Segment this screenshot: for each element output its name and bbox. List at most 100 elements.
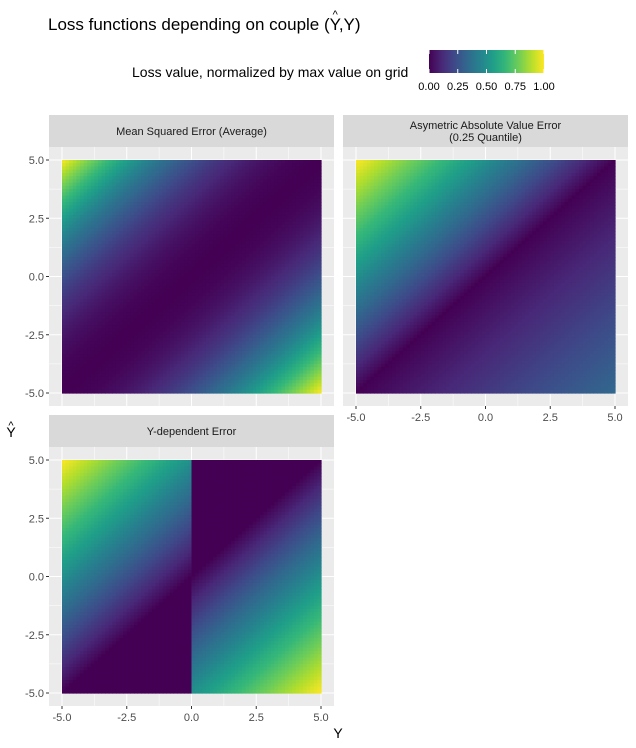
heatmap-cell xyxy=(245,237,250,242)
heatmap-cell xyxy=(155,341,160,346)
heatmap-cell xyxy=(133,331,139,336)
heatmap-cell xyxy=(169,160,175,164)
heatmap-cell xyxy=(101,315,106,320)
heatmap-cell xyxy=(184,299,189,303)
heatmap-cell xyxy=(97,237,103,242)
heatmap-cell xyxy=(155,389,160,394)
heatmap-cell xyxy=(112,195,117,200)
heatmap-cell xyxy=(137,289,142,294)
heatmap-cell xyxy=(87,276,92,281)
heatmap-cell xyxy=(65,354,70,359)
heatmap-cell xyxy=(166,295,171,300)
heatmap-cell xyxy=(180,182,185,187)
heatmap-cell xyxy=(112,198,117,203)
heatmap-cell xyxy=(213,282,218,287)
heatmap-cell xyxy=(202,334,207,339)
heatmap-cell xyxy=(148,195,153,200)
heatmap-cell xyxy=(115,244,121,248)
heatmap-cell xyxy=(108,302,113,307)
heatmap-cell xyxy=(238,325,243,329)
heatmap-cell xyxy=(112,221,117,226)
heatmap-cell xyxy=(191,373,196,378)
heatmap-cell xyxy=(169,308,175,313)
heatmap-cell xyxy=(94,244,99,248)
heatmap-cell xyxy=(231,237,236,242)
heatmap-cell xyxy=(184,215,189,219)
heatmap-cell xyxy=(65,247,70,252)
heatmap-cell xyxy=(198,189,203,193)
heatmap-cell xyxy=(184,182,189,187)
heatmap-cell xyxy=(83,376,88,381)
heatmap-cell xyxy=(202,344,207,349)
heatmap-cell xyxy=(223,231,229,236)
heatmap-cell xyxy=(83,240,88,245)
heatmap-cell xyxy=(220,386,225,391)
heatmap-cell xyxy=(133,208,139,213)
heatmap-cell xyxy=(87,373,92,378)
heatmap-cell xyxy=(62,373,67,378)
heatmap-cell xyxy=(213,389,218,394)
heatmap-cell xyxy=(65,315,70,320)
heatmap-cell xyxy=(220,224,225,229)
heatmap-cell xyxy=(173,299,178,303)
heatmap-cell xyxy=(234,292,239,297)
heatmap-cell xyxy=(198,250,203,255)
heatmap-cell xyxy=(213,318,218,323)
heatmap-cell xyxy=(155,240,160,245)
heatmap-cell xyxy=(220,163,225,168)
heatmap-cell xyxy=(65,292,70,297)
heatmap-cell xyxy=(90,292,95,297)
heatmap-cell xyxy=(133,344,139,349)
heatmap-cell xyxy=(76,224,81,229)
heatmap-cell xyxy=(126,234,131,239)
heatmap-cell xyxy=(101,282,106,287)
heatmap-cell xyxy=(241,244,247,248)
heatmap-cell xyxy=(123,360,128,365)
heatmap-cell xyxy=(166,172,171,177)
heatmap-cell xyxy=(133,315,139,320)
heatmap-cell xyxy=(87,325,92,329)
heatmap-cell xyxy=(69,289,74,294)
heatmap-cell xyxy=(159,266,164,271)
heatmap-cell xyxy=(112,266,117,271)
heatmap-cell xyxy=(166,211,171,216)
heatmap-cell xyxy=(155,169,160,174)
heatmap-cell xyxy=(223,276,229,281)
heatmap-cell xyxy=(79,276,85,281)
heatmap-cell xyxy=(79,244,85,248)
heatmap-cell xyxy=(108,295,113,300)
heatmap-cell xyxy=(195,263,200,268)
heatmap-cell xyxy=(231,205,236,210)
heatmap-cell xyxy=(213,292,218,297)
heatmap-cell xyxy=(126,341,131,346)
heatmap-cell xyxy=(69,331,74,336)
heatmap-cell xyxy=(202,208,207,213)
heatmap-cell xyxy=(209,308,214,313)
heatmap-cell xyxy=(205,192,211,197)
heatmap-cell xyxy=(195,276,200,281)
heatmap-cell xyxy=(169,292,175,297)
heatmap-cell xyxy=(195,380,200,384)
heatmap-cell xyxy=(112,273,117,278)
heatmap-cell xyxy=(159,218,164,223)
heatmap-cell xyxy=(169,344,175,349)
heatmap-cell xyxy=(184,172,189,177)
heatmap-cell xyxy=(119,260,124,265)
heatmap-cell xyxy=(184,328,189,333)
heatmap-cell xyxy=(223,227,229,232)
heatmap-cell xyxy=(97,376,103,381)
heatmap-cell xyxy=(155,331,160,336)
heatmap-cell xyxy=(166,231,171,236)
heatmap-cell xyxy=(108,169,113,174)
heatmap-cell xyxy=(205,221,211,226)
heatmap-cell xyxy=(130,270,135,274)
heatmap-cell xyxy=(123,176,128,181)
heatmap-cell xyxy=(234,337,239,342)
heatmap-cell xyxy=(180,341,185,346)
heatmap-cell xyxy=(234,376,239,381)
heatmap-cell xyxy=(141,302,146,307)
heatmap-cell xyxy=(141,321,146,326)
heatmap-cell xyxy=(187,350,193,355)
heatmap-cell xyxy=(241,195,247,200)
heatmap-cell xyxy=(123,357,128,362)
